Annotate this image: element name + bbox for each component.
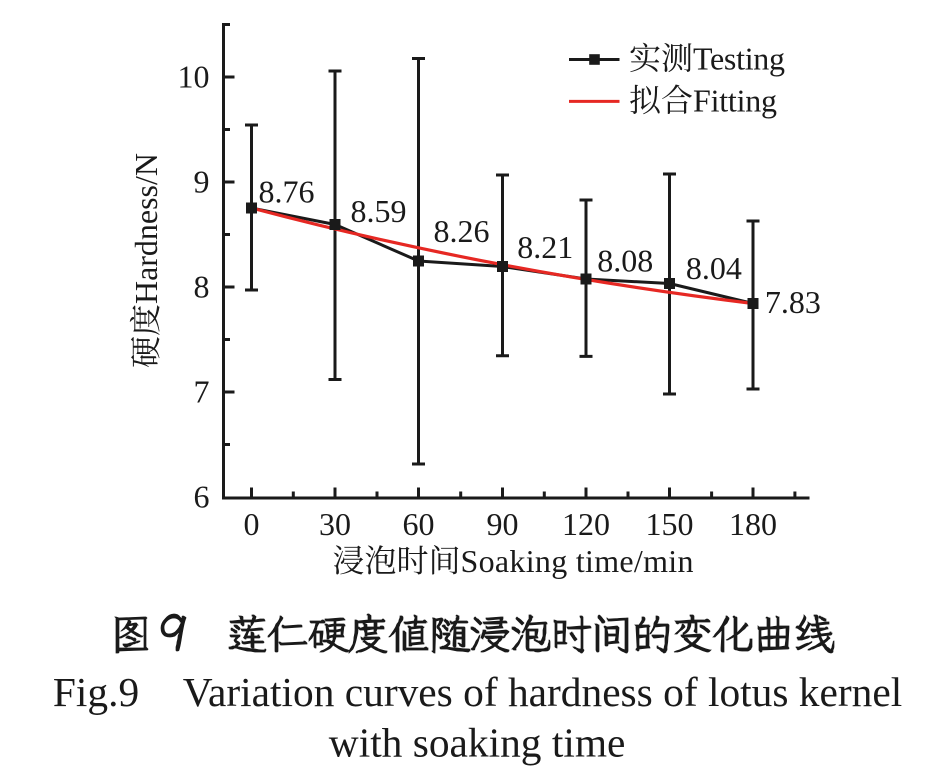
svg-text:8.26: 8.26 bbox=[434, 213, 490, 249]
svg-text:8.08: 8.08 bbox=[597, 243, 653, 279]
svg-text:Soaking time/min: Soaking time/min bbox=[461, 543, 694, 579]
svg-text:7: 7 bbox=[194, 374, 210, 410]
svg-text:8: 8 bbox=[194, 269, 210, 305]
svg-text:0: 0 bbox=[244, 506, 260, 542]
svg-text:6: 6 bbox=[194, 479, 210, 515]
svg-text:Hardness/N: Hardness/N bbox=[128, 153, 164, 304]
svg-text:120: 120 bbox=[562, 506, 610, 542]
svg-text:7.83: 7.83 bbox=[765, 284, 821, 320]
svg-text:9: 9 bbox=[194, 164, 210, 200]
svg-text:60: 60 bbox=[403, 506, 435, 542]
svg-text:30: 30 bbox=[319, 506, 351, 542]
svg-text:Fitting: Fitting bbox=[693, 83, 777, 119]
svg-text:8.21: 8.21 bbox=[517, 229, 573, 265]
svg-text:Testing: Testing bbox=[693, 41, 785, 77]
svg-text:150: 150 bbox=[646, 506, 694, 542]
svg-text:180: 180 bbox=[729, 506, 777, 542]
svg-text:10: 10 bbox=[178, 59, 210, 95]
svg-text:Variation curves of hardness o: Variation curves of hardness of lotus ke… bbox=[183, 669, 903, 715]
svg-text:Fig.9: Fig.9 bbox=[53, 669, 139, 715]
svg-text:90: 90 bbox=[487, 506, 519, 542]
svg-text:8.04: 8.04 bbox=[686, 250, 742, 286]
svg-text:8.76: 8.76 bbox=[259, 174, 315, 210]
svg-text:8.59: 8.59 bbox=[351, 193, 407, 229]
svg-text:with soaking time: with soaking time bbox=[329, 720, 626, 766]
